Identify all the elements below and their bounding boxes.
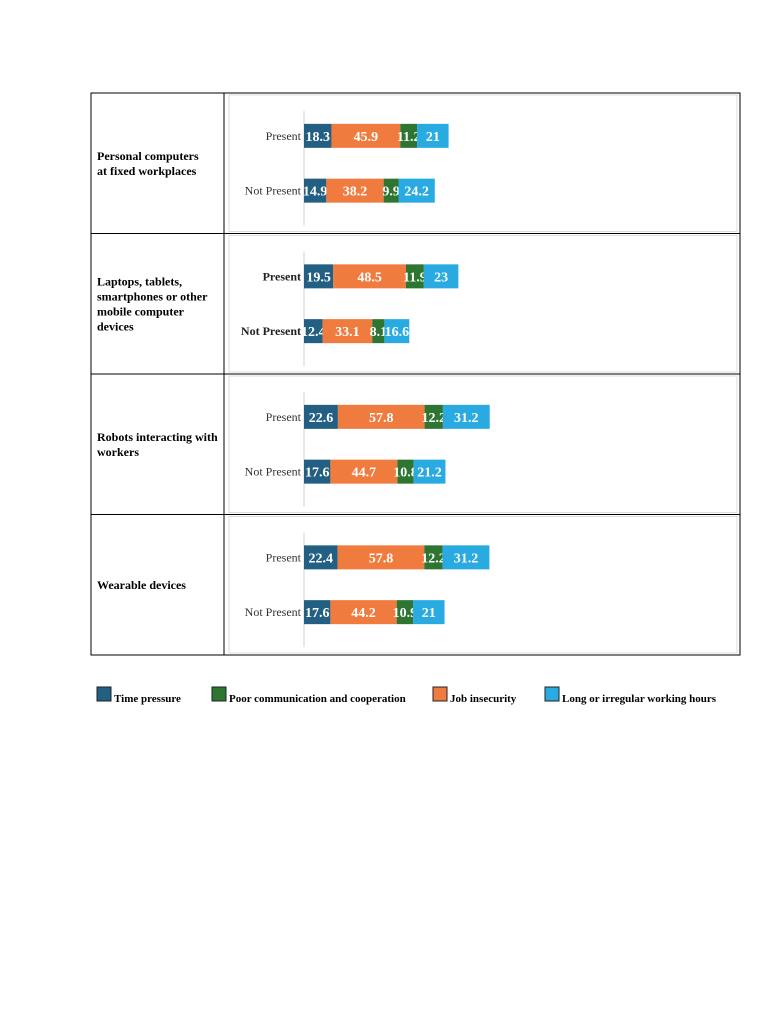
data-label-job-insecurity: 33.1 — [335, 325, 360, 340]
bar-long-or-irregular-working-hours — [413, 459, 446, 484]
bar-job-insecurity — [337, 404, 425, 429]
bar-poor-communication-and-cooperation — [424, 404, 443, 429]
bar-long-or-irregular-working-hours — [442, 545, 490, 570]
data-label-poor-communication-and-cooperation: 10.9 — [393, 606, 418, 621]
category-label-not-present: Not Present — [245, 605, 302, 619]
bar-time-pressure — [304, 459, 331, 484]
legend-swatch-long-or-irregular-working-hours — [544, 686, 560, 702]
data-label-long-or-irregular-working-hours: 31.2 — [454, 551, 479, 566]
data-label-poor-communication-and-cooperation: 9.9 — [382, 185, 400, 200]
data-label-long-or-irregular-working-hours: 16.6 — [385, 325, 410, 340]
bar-time-pressure — [304, 545, 338, 570]
category-label-not-present: Not Present — [245, 465, 302, 479]
data-label-long-or-irregular-working-hours: 21 — [426, 130, 440, 145]
chart-panel-4 — [228, 516, 738, 654]
legend-label-poor-communication-and-cooperation: Poor communication and cooperation — [229, 693, 406, 705]
group-label-1-line-2: at fixed workplaces — [97, 164, 197, 178]
bar-time-pressure — [304, 123, 332, 148]
data-label-time-pressure: 17.6 — [305, 466, 330, 481]
data-label-time-pressure: 17.6 — [305, 606, 330, 621]
bar-long-or-irregular-working-hours — [413, 600, 445, 625]
category-label-not-present: Not Present — [245, 184, 302, 198]
bar-job-insecurity — [337, 545, 425, 570]
bar-poor-communication-and-cooperation — [396, 600, 414, 625]
bar-job-insecurity — [326, 178, 384, 203]
bar-time-pressure — [304, 600, 331, 625]
bar-long-or-irregular-working-hours — [423, 264, 459, 289]
group-label-3-line-2: workers — [97, 445, 139, 459]
legend-swatch-job-insecurity — [432, 686, 448, 702]
chart-panel-3 — [228, 375, 738, 513]
bar-time-pressure — [304, 319, 323, 344]
category-label-present: Present — [266, 550, 302, 564]
bar-poor-communication-and-cooperation — [397, 459, 414, 484]
bar-poor-communication-and-cooperation — [372, 319, 385, 344]
data-label-job-insecurity: 44.2 — [351, 606, 376, 621]
group-label-2-line-2: smartphones or other — [97, 289, 208, 303]
data-label-poor-communication-and-cooperation: 11.2 — [397, 130, 421, 145]
data-label-long-or-irregular-working-hours: 21 — [422, 606, 436, 621]
data-label-long-or-irregular-working-hours: 24.2 — [404, 185, 429, 200]
data-label-long-or-irregular-working-hours: 21.2 — [417, 466, 442, 481]
bar-long-or-irregular-working-hours — [417, 123, 449, 148]
bar-job-insecurity — [330, 600, 397, 625]
bar-job-insecurity — [322, 319, 373, 344]
data-label-time-pressure: 18.3 — [305, 130, 330, 145]
data-label-job-insecurity: 38.2 — [343, 185, 368, 200]
bar-long-or-irregular-working-hours — [442, 404, 490, 429]
category-label-not-present: Not Present — [241, 324, 301, 338]
data-label-job-insecurity: 45.9 — [354, 130, 379, 145]
category-label-present: Present — [266, 129, 302, 143]
group-label-1-line-1: Personal computers — [97, 149, 199, 163]
legend-label-long-or-irregular-working-hours: Long or irregular working hours — [562, 693, 717, 705]
bar-long-or-irregular-working-hours — [384, 319, 410, 344]
group-label-4-line-1: Wearable devices — [97, 578, 186, 592]
data-label-job-insecurity: 48.5 — [357, 270, 382, 285]
category-label-present: Present — [266, 410, 302, 424]
data-label-poor-communication-and-cooperation: 8.1 — [370, 325, 388, 340]
data-label-job-insecurity: 44.7 — [352, 466, 377, 481]
legend-label-job-insecurity: Job insecurity — [450, 693, 517, 705]
data-label-time-pressure: 12.4 — [301, 325, 326, 340]
bar-time-pressure — [304, 404, 338, 429]
bar-poor-communication-and-cooperation — [400, 123, 418, 148]
data-label-poor-communication-and-cooperation: 11.9 — [403, 270, 427, 285]
bar-job-insecurity — [330, 459, 398, 484]
legend-label-time-pressure: Time pressure — [114, 693, 181, 705]
group-label-3-line-1: Robots interacting with — [97, 430, 218, 444]
data-label-poor-communication-and-cooperation: 12.2 — [421, 551, 446, 566]
data-label-job-insecurity: 57.8 — [369, 411, 394, 426]
data-label-long-or-irregular-working-hours: 23 — [434, 270, 448, 285]
data-label-poor-communication-and-cooperation: 12.2 — [422, 411, 447, 426]
legend-swatch-time-pressure — [96, 686, 112, 702]
bar-time-pressure — [304, 178, 327, 203]
bar-job-insecurity — [333, 264, 406, 289]
group-label-2-line-4: devices — [97, 319, 134, 333]
category-label-present: Present — [263, 269, 301, 283]
bar-long-or-irregular-working-hours — [398, 178, 435, 203]
data-label-job-insecurity: 57.8 — [369, 551, 394, 566]
bar-time-pressure — [304, 264, 334, 289]
bar-poor-communication-and-cooperation — [383, 178, 399, 203]
bar-poor-communication-and-cooperation — [424, 545, 443, 570]
data-label-long-or-irregular-working-hours: 31.2 — [454, 411, 479, 426]
data-label-time-pressure: 22.4 — [309, 551, 334, 566]
chart-panel-1 — [228, 94, 738, 232]
chart-panel-2 — [228, 235, 738, 373]
bar-job-insecurity — [331, 123, 401, 148]
data-label-poor-communication-and-cooperation: 10.8 — [393, 466, 418, 481]
group-label-2-line-1: Laptops, tablets, — [97, 274, 182, 288]
data-label-time-pressure: 22.6 — [309, 411, 334, 426]
data-label-time-pressure: 14.9 — [303, 185, 328, 200]
data-label-time-pressure: 19.5 — [306, 270, 331, 285]
legend-swatch-poor-communication-and-cooperation — [211, 686, 227, 702]
bar-poor-communication-and-cooperation — [406, 264, 424, 289]
group-label-2-line-3: mobile computer — [97, 304, 185, 318]
